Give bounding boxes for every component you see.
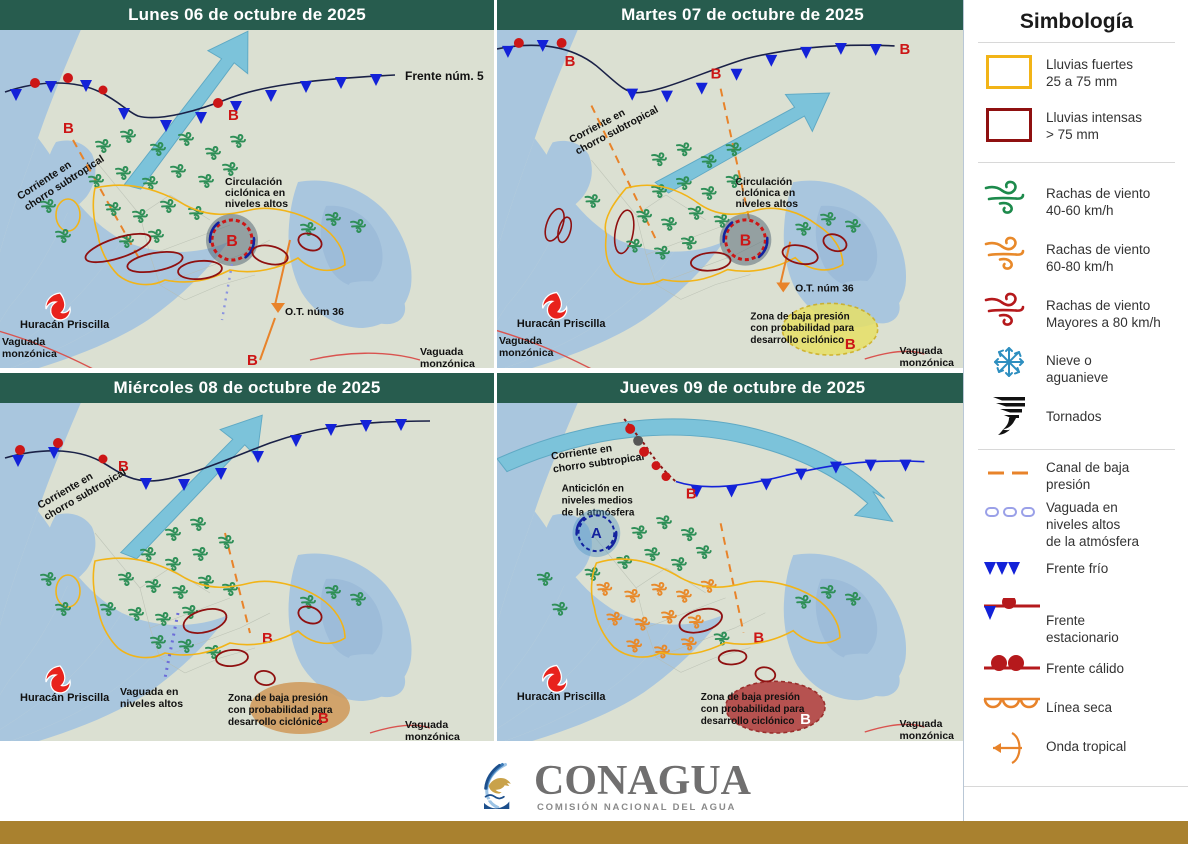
- svg-text:Zona de baja presión: Zona de baja presión: [228, 693, 328, 704]
- svg-text:Huracán Priscilla: Huracán Priscilla: [517, 691, 607, 703]
- svg-text:monzónica: monzónica: [900, 358, 955, 368]
- svg-text:niveles medios: niveles medios: [562, 495, 634, 506]
- svg-text:B: B: [845, 337, 856, 353]
- svg-text:monzónica: monzónica: [420, 358, 475, 368]
- svg-text:Zona de baja presión: Zona de baja presión: [750, 311, 849, 322]
- svg-text:B: B: [262, 630, 273, 647]
- svg-text:Anticiclón en: Anticiclón en: [562, 483, 624, 494]
- svg-text:B: B: [226, 233, 238, 250]
- svg-text:Vaguada: Vaguada: [499, 336, 542, 347]
- svg-text:monzónica: monzónica: [2, 348, 57, 360]
- svg-text:Huracán Priscilla: Huracán Priscilla: [517, 318, 607, 330]
- svg-text:con probabilidad para: con probabilidad para: [750, 323, 854, 334]
- svg-text:desarrollo ciclónico: desarrollo ciclónico: [750, 335, 844, 346]
- svg-text:B: B: [318, 710, 329, 727]
- svg-text:A: A: [591, 526, 602, 542]
- svg-text:B: B: [900, 42, 911, 58]
- svg-text:O.T. núm 36: O.T. núm 36: [285, 306, 344, 318]
- svg-text:B: B: [740, 233, 751, 250]
- svg-text:B: B: [686, 486, 697, 502]
- svg-text:B: B: [247, 352, 258, 368]
- svg-text:B: B: [565, 54, 576, 70]
- svg-text:Frente núm. 5: Frente núm. 5: [405, 69, 484, 83]
- svg-text:Vaguada en: Vaguada en: [120, 686, 178, 698]
- svg-text:O.T. núm 36: O.T. núm 36: [795, 283, 854, 294]
- svg-text:Vaguada: Vaguada: [900, 719, 943, 730]
- svg-text:desarrollo ciclónico: desarrollo ciclónico: [701, 716, 795, 727]
- svg-text:desarrollo ciclónico: desarrollo ciclónico: [228, 717, 322, 728]
- svg-text:B: B: [800, 712, 811, 728]
- svg-text:Vaguada: Vaguada: [900, 346, 943, 357]
- svg-text:monzónica: monzónica: [405, 731, 460, 741]
- svg-text:monzónica: monzónica: [499, 348, 554, 359]
- svg-text:Circulación: Circulación: [736, 177, 793, 188]
- svg-text:Vaguada: Vaguada: [420, 346, 463, 358]
- svg-text:con probabilidad para: con probabilidad para: [701, 704, 805, 715]
- svg-text:niveles altos: niveles altos: [225, 198, 288, 210]
- svg-text:Vaguada: Vaguada: [405, 719, 448, 731]
- svg-text:B: B: [711, 67, 722, 83]
- svg-text:B: B: [228, 107, 239, 124]
- svg-text:ciclónica en: ciclónica en: [736, 188, 796, 199]
- svg-text:Zona de baja presión: Zona de baja presión: [701, 692, 800, 703]
- svg-text:niveles altos: niveles altos: [736, 199, 799, 210]
- svg-text:Vaguada: Vaguada: [2, 336, 45, 348]
- svg-text:niveles altos: niveles altos: [120, 698, 183, 710]
- svg-text:B: B: [63, 120, 74, 137]
- svg-text:Huracán Priscilla: Huracán Priscilla: [20, 692, 110, 704]
- svg-text:Huracán Priscilla: Huracán Priscilla: [20, 319, 110, 331]
- svg-text:monzónica: monzónica: [900, 731, 955, 741]
